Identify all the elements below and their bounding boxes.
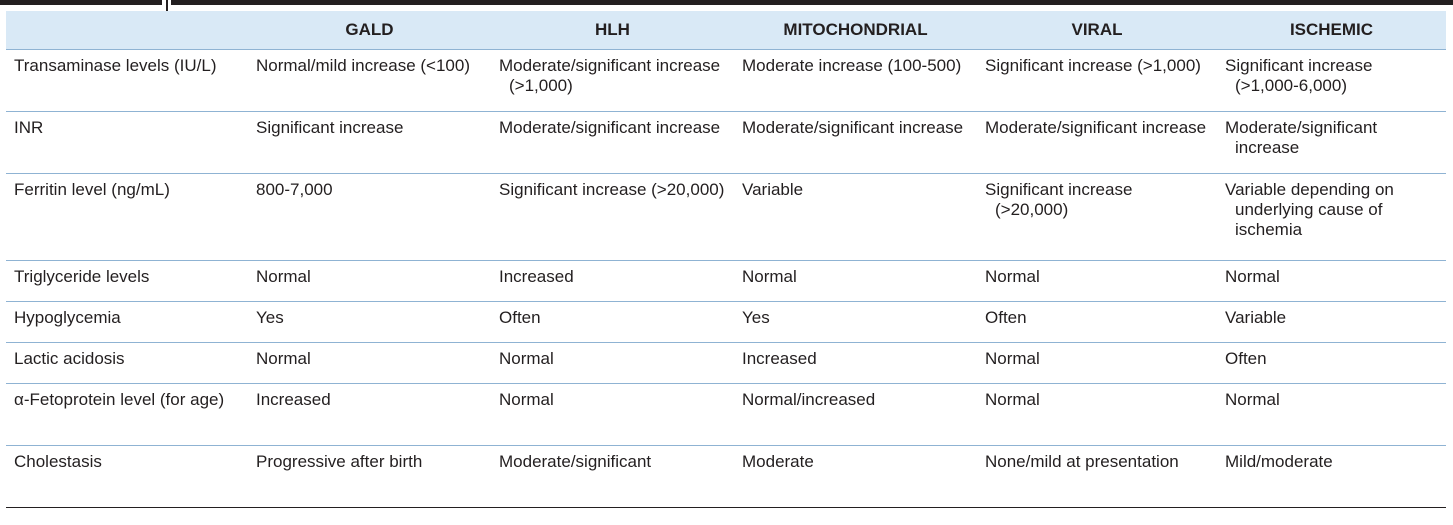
- table-cell: Moderate/significant: [491, 445, 734, 508]
- table-row: α-Fetoprotein level (for age) Increased …: [6, 383, 1446, 446]
- table-cell: Significant increase (>1,000-6,000): [1217, 49, 1446, 112]
- table-cell: 800-7,000: [248, 173, 491, 261]
- row-label: Cholestasis: [6, 445, 248, 508]
- row-label: Transaminase levels (IU/L): [6, 49, 248, 112]
- table-row: Hypoglycemia Yes Often Yes Often Variabl…: [6, 301, 1446, 343]
- table-cell: Significant increase (>1,000): [977, 49, 1217, 112]
- header-row: GALD HLH MITOCHONDRIAL VIRAL ISCHEMIC: [6, 11, 1446, 50]
- top-rule-right-segment: [171, 0, 1453, 5]
- table-cell: Moderate increase (100-500): [734, 49, 977, 112]
- top-rule-divider: [166, 0, 168, 11]
- table-row: Lactic acidosis Normal Normal Increased …: [6, 342, 1446, 384]
- table-row: Transaminase levels (IU/L) Normal/mild i…: [6, 49, 1446, 112]
- table-cell: Normal/increased: [734, 383, 977, 446]
- table-cell: Moderate/significant increase: [1217, 111, 1446, 174]
- top-rule-left-segment: [0, 0, 162, 5]
- table-cell: Normal: [491, 383, 734, 446]
- comparison-table: GALD HLH MITOCHONDRIAL VIRAL ISCHEMIC Tr…: [6, 11, 1446, 508]
- table-row: Cholestasis Progressive after birth Mode…: [6, 445, 1446, 508]
- table-cell: Yes: [734, 301, 977, 343]
- table-cell: Normal: [977, 383, 1217, 446]
- row-label: Hypoglycemia: [6, 301, 248, 343]
- table-cell: Normal: [491, 342, 734, 384]
- table-cell: Normal: [977, 342, 1217, 384]
- header-ischemic: ISCHEMIC: [1217, 11, 1446, 50]
- row-label: Triglyceride levels: [6, 260, 248, 302]
- row-label: INR: [6, 111, 248, 174]
- table-row: INR Significant increase Moderate/signif…: [6, 111, 1446, 174]
- table-row: Triglyceride levels Normal Increased Nor…: [6, 260, 1446, 302]
- table-cell: Moderate/significant increase: [734, 111, 977, 174]
- table-cell: Normal: [1217, 260, 1446, 302]
- table-cell: Increased: [491, 260, 734, 302]
- row-label: Ferritin level (ng/mL): [6, 173, 248, 261]
- table-cell: Normal: [1217, 383, 1446, 446]
- table-cell: Often: [491, 301, 734, 343]
- table-cell: Significant increase (>20,000): [977, 173, 1217, 261]
- table-cell: Moderate: [734, 445, 977, 508]
- table-cell: Moderate/significant increase: [977, 111, 1217, 174]
- table-cell: Moderate/significant increase (>1,000): [491, 49, 734, 112]
- table-cell: Significant increase: [248, 111, 491, 174]
- top-rule: [0, 0, 1453, 11]
- table-cell: Moderate/significant increase: [491, 111, 734, 174]
- table-cell: Normal: [734, 260, 977, 302]
- header-gald: GALD: [248, 11, 491, 50]
- row-label: α-Fetoprotein level (for age): [6, 383, 248, 446]
- row-label: Lactic acidosis: [6, 342, 248, 384]
- table-cell: Normal/mild increase (<100): [248, 49, 491, 112]
- table-row: Ferritin level (ng/mL) 800-7,000 Signifi…: [6, 173, 1446, 261]
- table-cell: Progressive after birth: [248, 445, 491, 508]
- table-cell: Often: [977, 301, 1217, 343]
- table-cell: Yes: [248, 301, 491, 343]
- table-cell: Variable: [1217, 301, 1446, 343]
- table-cell: None/mild at presentation: [977, 445, 1217, 508]
- table-cell: Variable: [734, 173, 977, 261]
- header-hlh: HLH: [491, 11, 734, 50]
- table-cell: Normal: [977, 260, 1217, 302]
- header-mitochondrial: MITOCHONDRIAL: [734, 11, 977, 50]
- header-viral: VIRAL: [977, 11, 1217, 50]
- header-corner: [6, 11, 248, 50]
- table-cell: Variable depending on underlying cause o…: [1217, 173, 1446, 261]
- table-cell: Significant increase (>20,000): [491, 173, 734, 261]
- table-cell: Increased: [734, 342, 977, 384]
- table-cell: Normal: [248, 260, 491, 302]
- table-cell: Mild/moderate: [1217, 445, 1446, 508]
- table-cell: Often: [1217, 342, 1446, 384]
- table-cell: Normal: [248, 342, 491, 384]
- table-cell: Increased: [248, 383, 491, 446]
